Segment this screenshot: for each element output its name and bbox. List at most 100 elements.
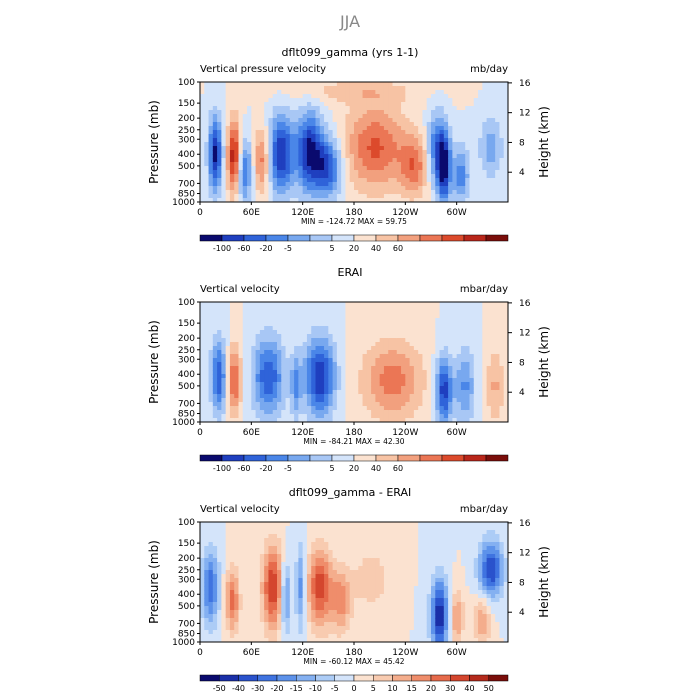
heatmap-cell <box>379 162 385 167</box>
heatmap-cell <box>281 118 287 123</box>
heatmap-cell <box>460 342 466 347</box>
heatmap-cell <box>366 342 372 347</box>
heatmap-cell <box>345 98 351 103</box>
heatmap-cell <box>460 302 466 307</box>
heatmap-cell <box>366 182 372 187</box>
heatmap-cell <box>221 558 227 563</box>
heatmap-cell <box>264 170 269 175</box>
heatmap-cell <box>247 346 252 351</box>
heatmap-cell <box>298 390 304 395</box>
heatmap-cell <box>362 334 368 339</box>
heatmap-cell <box>272 98 278 103</box>
heatmap-cell <box>272 330 278 335</box>
heatmap-cell <box>503 142 509 147</box>
heatmap-cell <box>413 362 419 367</box>
heatmap-cell <box>217 386 222 391</box>
heatmap-cell <box>349 186 355 191</box>
heatmap-cell <box>379 158 385 163</box>
heatmap-cell <box>221 146 227 151</box>
heatmap-cell <box>242 310 248 315</box>
heatmap-cell <box>375 414 381 419</box>
heatmap-cell <box>229 302 235 307</box>
heatmap-cell <box>200 414 205 419</box>
heatmap-cell <box>251 538 257 543</box>
heatmap-cell <box>251 542 257 547</box>
heatmap-cell <box>238 170 244 175</box>
heatmap-cell <box>238 198 244 203</box>
heatmap-cell <box>324 370 329 375</box>
heatmap-cell <box>469 162 475 167</box>
heatmap-cell <box>277 190 282 195</box>
heatmap-cell <box>328 386 334 391</box>
heatmap-cell <box>277 378 282 383</box>
heatmap-cell <box>225 166 231 171</box>
heatmap-cell <box>443 398 449 403</box>
heatmap-cell <box>247 402 252 407</box>
heatmap-cell <box>200 374 205 379</box>
heatmap-cell <box>221 602 227 607</box>
heatmap-cell <box>212 370 218 375</box>
heatmap-cell <box>392 174 398 179</box>
heatmap-cell <box>229 382 235 387</box>
heatmap-cell <box>490 154 496 159</box>
heatmap-cell <box>401 326 406 331</box>
heatmap-cell <box>495 338 500 343</box>
heatmap-cell <box>388 398 393 403</box>
heatmap-cell <box>285 86 291 91</box>
heatmap-cell <box>264 110 269 115</box>
heatmap-cell <box>503 322 509 327</box>
heatmap-cell <box>204 102 210 107</box>
heatmap-cell <box>208 374 214 379</box>
heatmap-cell <box>379 314 385 319</box>
heatmap-cell <box>341 334 346 339</box>
heatmap-cell <box>473 374 479 379</box>
heatmap-cell <box>375 178 381 183</box>
heatmap-cell <box>212 346 218 351</box>
heatmap-cell <box>345 198 351 203</box>
heatmap-cell <box>349 330 355 335</box>
heatmap-cell <box>229 414 235 419</box>
heatmap-cell <box>379 310 385 315</box>
heatmap-cell <box>409 346 415 351</box>
heatmap-cell <box>281 170 287 175</box>
heatmap-cell <box>478 366 483 371</box>
heatmap-cell <box>413 378 419 383</box>
heatmap-cell <box>478 186 483 191</box>
heatmap-cell <box>448 338 453 343</box>
heatmap-cell <box>409 86 415 91</box>
heatmap-cell <box>298 106 304 111</box>
heatmap-cell <box>251 82 257 87</box>
heatmap-cell <box>345 146 351 151</box>
heatmap-cell <box>315 94 321 99</box>
heatmap-cell <box>272 410 278 415</box>
heatmap-cell <box>204 554 210 559</box>
heatmap-cell <box>234 190 239 195</box>
heatmap-cell <box>306 402 312 407</box>
heatmap-cell <box>478 138 483 143</box>
heatmap-cell <box>388 90 393 95</box>
heatmap-cell <box>212 302 218 307</box>
heatmap-cell <box>418 142 423 147</box>
heatmap-cell <box>435 126 441 131</box>
heatmap-cell <box>200 146 205 151</box>
heatmap-cell <box>281 110 287 115</box>
heatmap-cell <box>277 342 282 347</box>
heatmap-cell <box>336 110 342 115</box>
heatmap-cell <box>311 146 316 151</box>
heatmap-cell <box>200 522 205 527</box>
heatmap-cell <box>200 338 205 343</box>
heatmap-cell <box>392 186 398 191</box>
heatmap-cell <box>268 318 274 323</box>
heatmap-cell <box>264 358 269 363</box>
heatmap-cell <box>418 418 423 423</box>
heatmap-cell <box>272 306 278 311</box>
heatmap-cell <box>358 338 364 343</box>
heatmap-cell <box>473 190 479 195</box>
heatmap-cell <box>294 402 299 407</box>
heatmap-cell <box>234 598 239 603</box>
heatmap-cell <box>328 130 334 135</box>
heatmap-cell <box>383 390 389 395</box>
heatmap-cell <box>490 314 496 319</box>
heatmap-cell <box>264 306 269 311</box>
heatmap-cell <box>259 598 265 603</box>
